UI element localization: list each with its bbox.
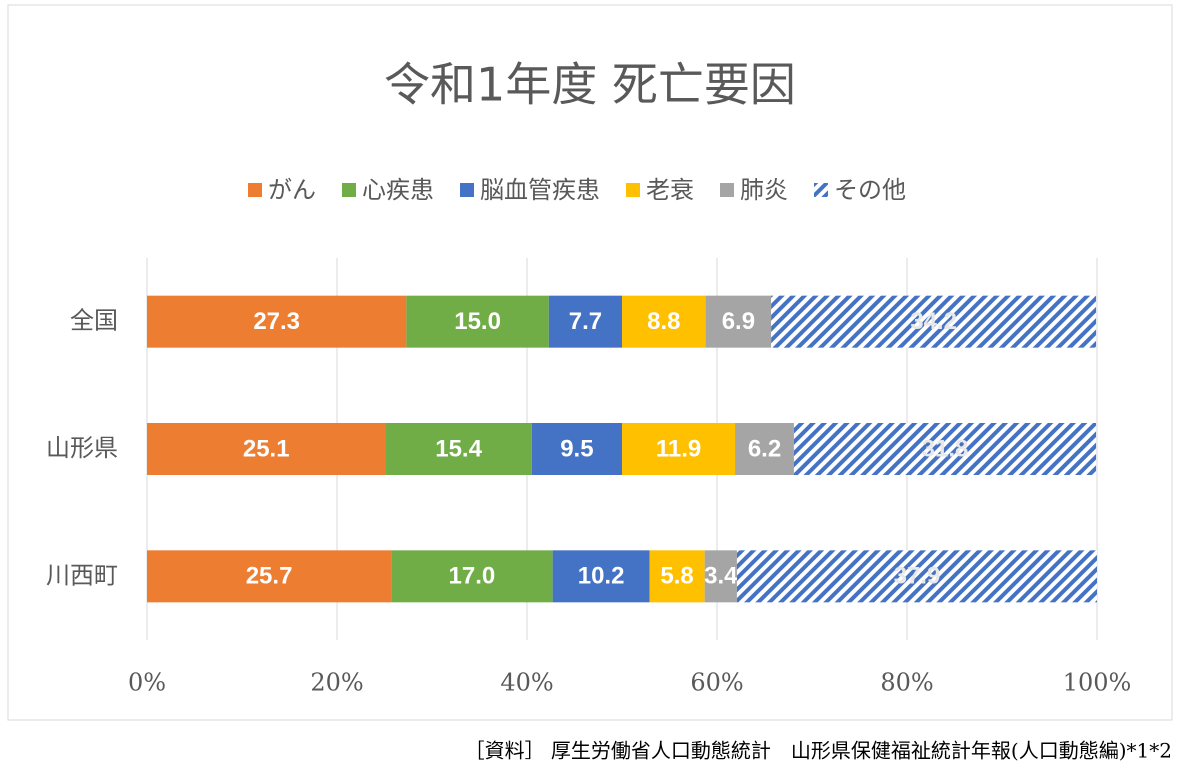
bar-segment xyxy=(704,550,737,603)
data-label: 6.2 xyxy=(748,435,781,462)
bar-segment xyxy=(622,423,736,475)
x-tick-label: 60% xyxy=(690,669,743,697)
bar-segment xyxy=(147,423,386,475)
y-tick-label: 山形県 xyxy=(46,434,118,462)
bar-segment xyxy=(705,295,772,348)
legend-label: 肺炎 xyxy=(740,176,788,204)
data-label: 15.4 xyxy=(435,435,482,462)
legend-label: がん xyxy=(268,176,316,204)
chart-frame xyxy=(7,4,1173,721)
bar-segment xyxy=(622,295,706,348)
x-tick-label: 40% xyxy=(500,669,553,697)
bar-segment xyxy=(406,295,549,348)
bar-segment xyxy=(391,550,553,603)
x-tick-label: 20% xyxy=(310,669,363,697)
bar-segment xyxy=(735,423,794,475)
chart-title: 令和1年度 死亡要因 xyxy=(384,58,796,112)
legend-label: その他 xyxy=(834,176,906,204)
legend-swatch xyxy=(626,183,640,197)
data-label: 15.0 xyxy=(454,308,501,335)
bar-segment xyxy=(552,550,650,603)
legend-swatch xyxy=(460,183,474,197)
y-tick-label: 川西町 xyxy=(46,561,118,589)
data-label: 25.7 xyxy=(246,563,293,590)
legend-swatch xyxy=(342,183,356,197)
data-label: 6.9 xyxy=(722,308,755,335)
data-label: 8.8 xyxy=(647,308,680,335)
bar-segment xyxy=(385,423,532,475)
data-label: 3.4 xyxy=(704,563,738,590)
bar-segment xyxy=(147,295,407,348)
data-label: 11.9 xyxy=(656,435,701,462)
data-label: 10.2 xyxy=(578,563,625,590)
data-label: 7.7 xyxy=(569,308,602,335)
data-label: 27.3 xyxy=(253,308,300,335)
data-label: 25.1 xyxy=(243,435,290,462)
y-tick-label: 全国 xyxy=(70,307,118,335)
bar-segment xyxy=(793,423,1097,475)
data-label: 5.8 xyxy=(660,563,693,590)
bar-segment xyxy=(649,550,705,603)
data-label: 37.9 xyxy=(894,563,941,590)
bar-segment xyxy=(531,423,622,475)
legend-label: 心疾患 xyxy=(362,176,434,204)
bar-segment xyxy=(736,550,1097,603)
data-label: 34.2 xyxy=(910,308,957,335)
bar-segment xyxy=(147,550,392,603)
legend-swatch xyxy=(814,183,828,197)
legend-swatch xyxy=(720,183,734,197)
legend-label: 脳血管疾患 xyxy=(480,176,600,204)
data-label: 9.5 xyxy=(560,435,593,462)
legend-label: 老衰 xyxy=(646,176,694,204)
bar-segment xyxy=(771,295,1097,348)
bar-segment xyxy=(548,295,622,348)
x-tick-label: 80% xyxy=(880,669,933,697)
source-note: ［資料］ 厚生労働省人口動態統計 山形県保健福祉統計年報(人口動態編)*1*2 xyxy=(465,739,1172,763)
x-tick-label: 100% xyxy=(1063,669,1132,697)
data-label: 31.8 xyxy=(922,435,969,462)
x-tick-label: 0% xyxy=(128,669,166,697)
legend-swatch xyxy=(248,183,262,197)
data-label: 17.0 xyxy=(449,563,496,590)
